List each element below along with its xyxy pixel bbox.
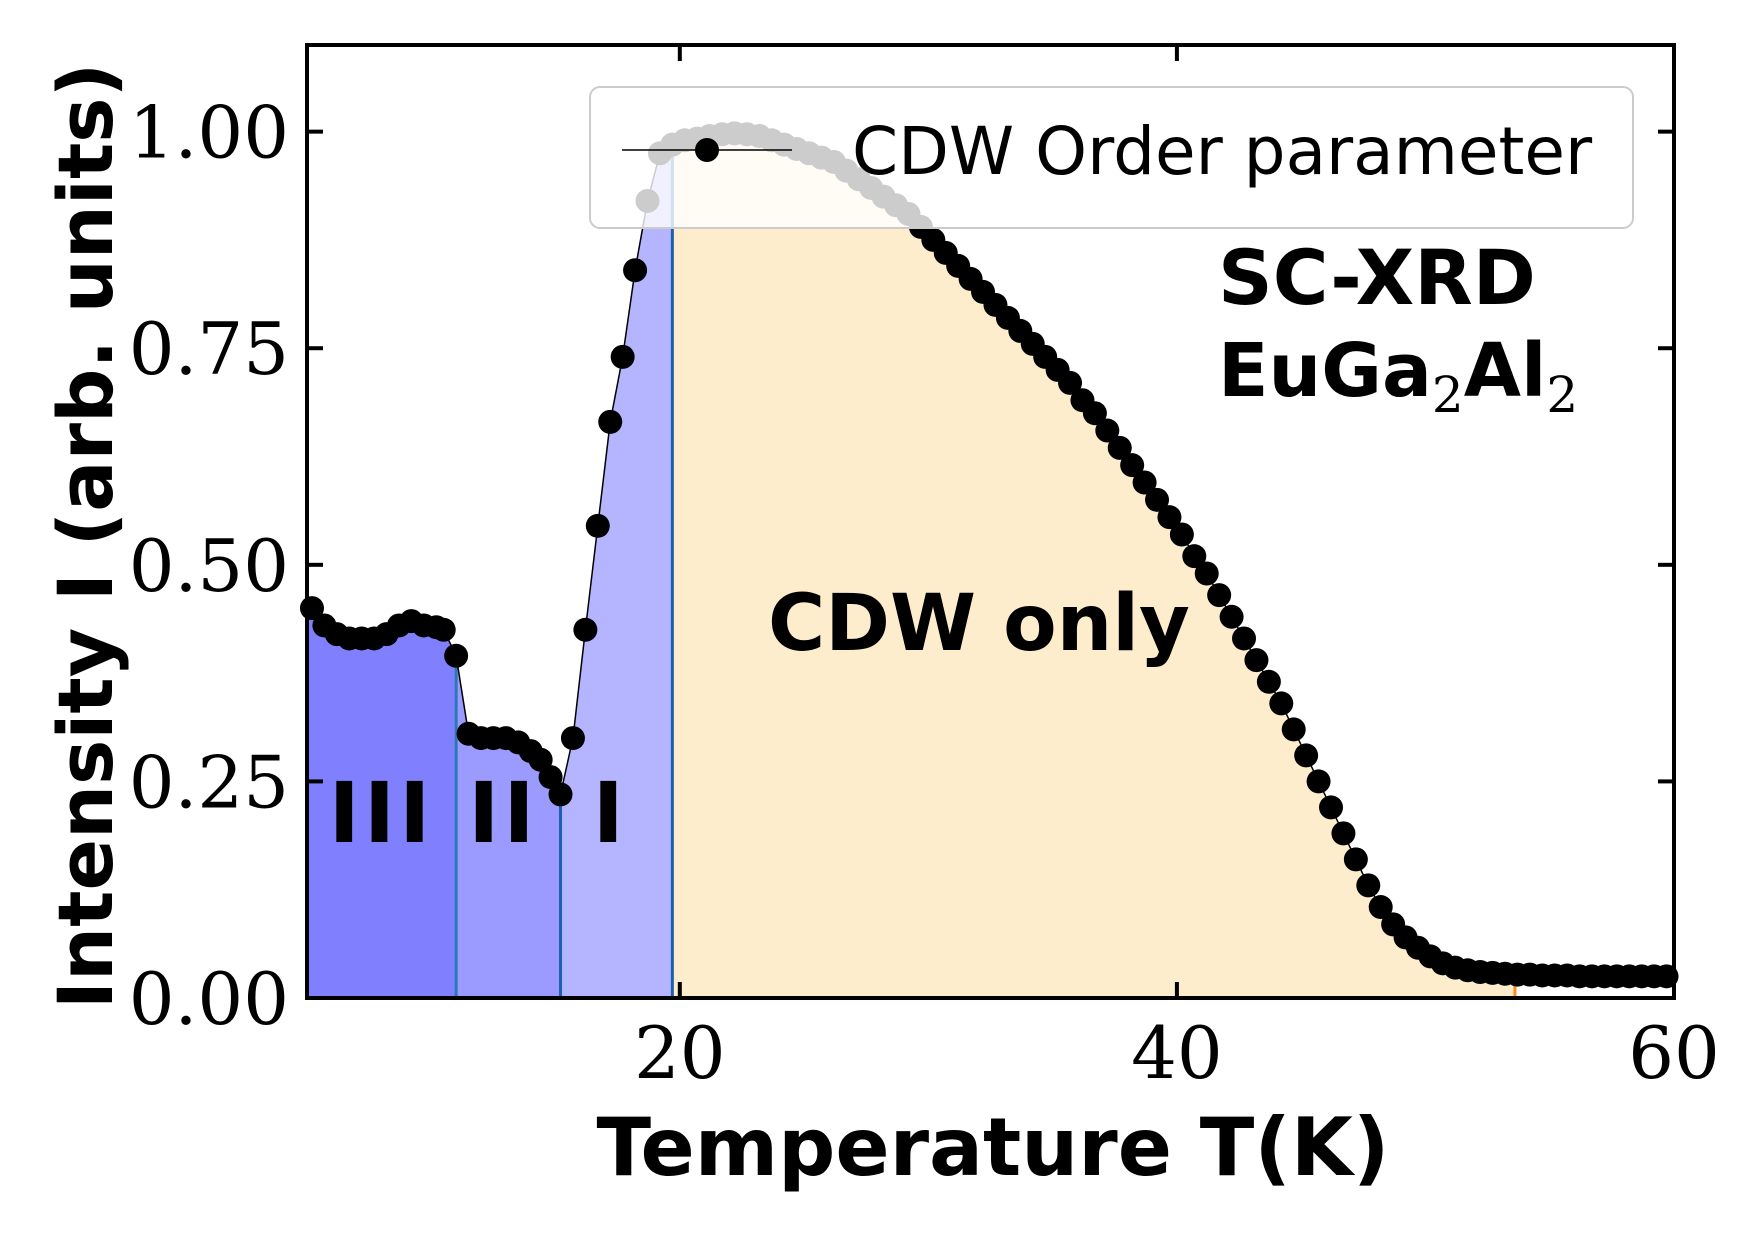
formula-subscript-1: 2 (1432, 366, 1464, 424)
data-point (623, 258, 648, 283)
region-label-iii: III (329, 764, 435, 862)
y-axis-label: Intensity I (arb. units) (41, 63, 130, 1010)
data-point (598, 409, 623, 434)
x-tick-label: 40 (1131, 1011, 1223, 1095)
data-point (1306, 769, 1331, 794)
x-axis-label: Temperature T(K) (597, 1101, 1390, 1194)
sample-method-label: SC-XRD (1218, 233, 1536, 322)
y-tick-label: 0.25 (129, 740, 289, 824)
data-point (1368, 895, 1393, 920)
legend-label: CDW Order parameter (852, 113, 1593, 190)
phase-label-cdw-only: CDW only (768, 579, 1190, 669)
data-point (1107, 435, 1132, 460)
formula-subscript-2: 2 (1546, 366, 1578, 424)
y-axis-ticks: 0.00 0.25 0.50 0.75 1.00 (129, 91, 1674, 1041)
data-point (1232, 626, 1257, 651)
data-point (1319, 795, 1344, 820)
data-point (1058, 370, 1083, 395)
data-point (560, 726, 585, 751)
region-fill-3 (560, 144, 673, 998)
data-point (585, 513, 610, 538)
data-point (1082, 401, 1107, 426)
data-point (548, 782, 573, 807)
formula-part-al: Al (1464, 328, 1547, 414)
data-point (610, 344, 635, 369)
data-point (1194, 561, 1219, 586)
x-tick-label: 60 (1628, 1011, 1720, 1095)
sample-formula-label: EuGa2Al2 (1218, 328, 1578, 424)
region-labels: III II I (329, 764, 628, 862)
data-point (444, 643, 469, 668)
region-label-i: I (593, 764, 628, 862)
data-point (1182, 544, 1207, 569)
data-point (1343, 847, 1368, 872)
legend-box (589, 86, 1634, 229)
region-label-ii: II (468, 764, 539, 862)
y-tick-label: 0.50 (129, 524, 289, 608)
data-point (1145, 487, 1170, 512)
legend: CDW Order parameter (589, 86, 1634, 229)
data-point (1169, 522, 1194, 547)
data-point (1244, 648, 1269, 673)
formula-part-eu-ga: EuGa (1218, 328, 1432, 414)
data-point (1095, 418, 1120, 443)
data-point (1219, 604, 1244, 629)
region-fill-4 (672, 133, 1515, 999)
legend-marker-sample (695, 138, 719, 162)
y-tick-label: 0.00 (129, 957, 289, 1041)
data-point (1256, 669, 1281, 694)
data-point (1331, 821, 1356, 846)
data-point (1269, 691, 1294, 716)
plot-frame (305, 43, 1676, 1000)
data-point (1281, 717, 1306, 742)
data-point (1294, 743, 1319, 768)
data-point (573, 617, 598, 642)
data-point (431, 617, 456, 642)
data-point (1207, 583, 1232, 608)
data-point (1356, 873, 1381, 898)
region-fill-1 (307, 608, 457, 998)
data-point (1157, 505, 1182, 530)
x-axis-ticks: 20 40 60 (634, 45, 1720, 1095)
y-tick-label: 0.75 (129, 307, 289, 391)
x-tick-label: 20 (634, 1011, 726, 1095)
axes-frame (305, 43, 1676, 1000)
data-point (1132, 470, 1157, 495)
data-point (1120, 453, 1145, 478)
y-tick-label: 1.00 (129, 91, 289, 175)
annotations: SC-XRD EuGa2Al2 CDW only III II I (329, 233, 1578, 862)
phase-boundaries (454, 144, 1517, 998)
